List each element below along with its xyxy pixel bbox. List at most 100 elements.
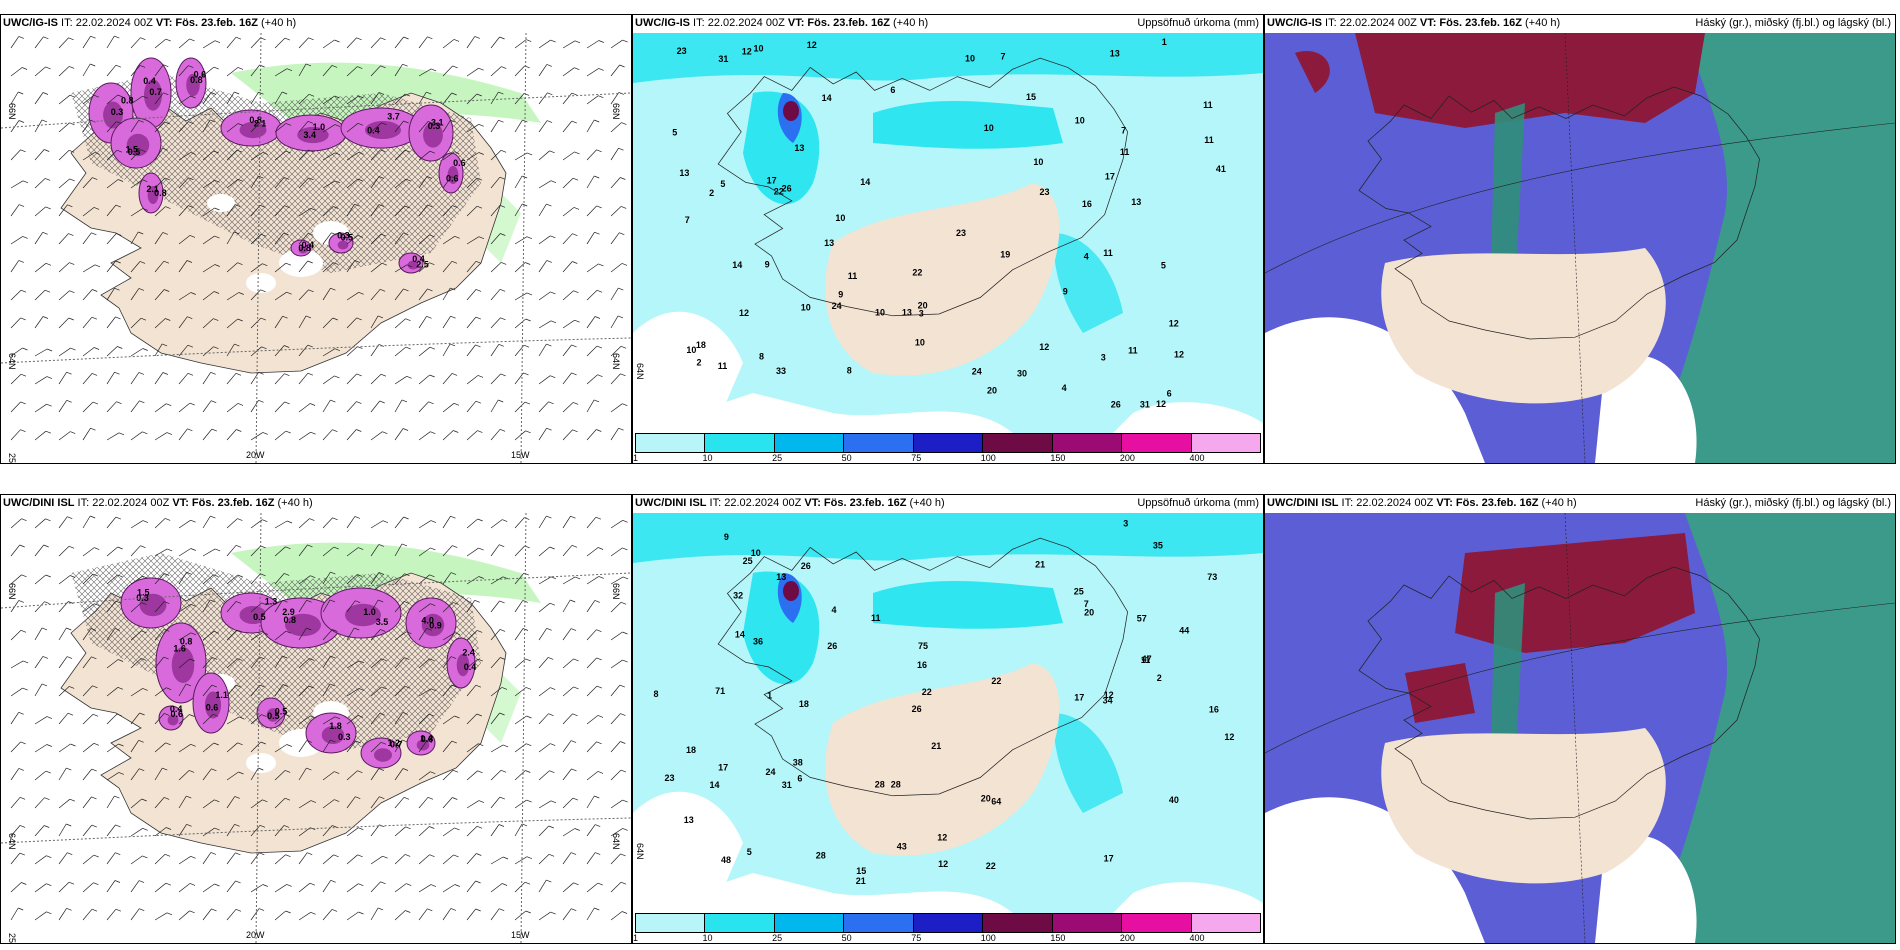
- lon-label: 15W: [511, 450, 530, 460]
- precip-value: 41: [1216, 164, 1226, 174]
- precip-value: 10: [965, 53, 975, 63]
- panel-title: UWC/DINI ISL IT: 22.02.2024 00Z VT: Fös.…: [3, 497, 313, 509]
- icing-value: 3.4: [304, 130, 317, 140]
- valid-time: VT: Fös. 23.feb. 16Z: [787, 17, 890, 29]
- lat-label: 64N: [635, 363, 645, 380]
- model-name: UWC/IG-IS: [635, 17, 690, 29]
- precip-value: 44: [1179, 626, 1189, 636]
- legend-swatch: [705, 434, 775, 452]
- lat-label: 66N: [611, 103, 621, 120]
- panel-title: UWC/IG-IS IT: 22.02.2024 00Z VT: Fös. 23…: [3, 17, 296, 29]
- legend-swatch: [636, 434, 706, 452]
- precip-value: 15: [1026, 92, 1036, 102]
- icing-value: 0.5: [267, 711, 280, 721]
- init-time: IT: 22.02.2024 00Z: [690, 17, 788, 29]
- lon-label: 20W: [246, 930, 265, 940]
- low-cloud-field: [1645, 513, 1895, 943]
- precip-value: 23: [956, 228, 966, 238]
- precip-value: 9: [838, 290, 843, 300]
- precip-value: 12: [1104, 690, 1114, 700]
- precip-value: 9: [1063, 286, 1068, 296]
- coastline: [717, 57, 1128, 317]
- precip-value: 9: [765, 260, 770, 270]
- precip-value: 71: [715, 686, 725, 696]
- precip-value: 24: [972, 367, 982, 377]
- icing-value: 0.7: [390, 740, 403, 750]
- icing-value: 1.5: [137, 588, 150, 598]
- precip-value: 36: [753, 636, 763, 646]
- precip-value: 15: [856, 866, 866, 876]
- precip-value: 4: [832, 605, 837, 615]
- icing-value: 0.9: [429, 621, 442, 631]
- precip-value: 25: [1074, 586, 1084, 596]
- legend-swatch: [774, 434, 845, 452]
- precip-value: 10: [915, 338, 925, 348]
- icing-value: 1.4: [420, 734, 433, 744]
- lon-label: 15W: [511, 930, 530, 940]
- init-time: IT: 22.02.2024 00Z: [58, 17, 156, 29]
- precip-value: 4: [1062, 383, 1067, 393]
- precip-value: 16: [1082, 199, 1092, 209]
- precip-value: 2: [709, 188, 714, 198]
- init-time: IT: 22.02.2024 00Z: [74, 497, 173, 509]
- icing-value: 0.3: [111, 107, 124, 117]
- model-name: UWC/DINI ISL: [635, 497, 707, 509]
- icing-value: 1.6: [173, 644, 186, 654]
- precip-value: 57: [1137, 614, 1147, 624]
- precip-value: 3: [1123, 518, 1128, 528]
- precip-value: 10: [686, 345, 696, 355]
- precip-value: 26: [782, 183, 792, 193]
- panel-icing-0: UWC/IG-IS IT: 22.02.2024 00Z VT: Fös. 23…: [0, 14, 632, 464]
- precip-value: 7: [1084, 599, 1089, 609]
- precip-value: 22: [912, 267, 922, 277]
- panel-title: UWC/IG-IS IT: 22.02.2024 00Z VT: Fös. 23…: [1267, 17, 1560, 29]
- lon-label: 20W: [246, 450, 265, 460]
- icing-value: 0.4: [170, 704, 183, 714]
- icing-value: 0.8: [121, 96, 134, 106]
- precip-value: 10: [875, 307, 885, 317]
- icing-value: 2.5: [416, 260, 429, 270]
- lead-time: (+40 h): [1538, 497, 1577, 509]
- precip-value: 20: [1084, 608, 1094, 618]
- precip-value: 17: [1104, 854, 1114, 864]
- precip-value: 12: [739, 308, 749, 318]
- legend-tick: 100: [980, 453, 996, 463]
- precip-value: 7: [685, 215, 690, 225]
- lat-label: 25W: [7, 933, 17, 943]
- precip-value: 13: [1110, 49, 1120, 59]
- precip-value: 11: [1120, 147, 1130, 157]
- legend-swatch: [1052, 914, 1123, 932]
- low-cloud-field: [1645, 33, 1895, 463]
- model-name: UWC/DINI ISL: [1267, 497, 1339, 509]
- precip-value: 13: [776, 572, 786, 582]
- precip-value: 12: [1169, 318, 1179, 328]
- icing-value: 3.7: [387, 112, 400, 122]
- precip-value: 14: [710, 780, 720, 790]
- legend-tick: 400: [1189, 933, 1205, 943]
- legend-swatch: [1122, 434, 1192, 452]
- precip-value: 11: [848, 271, 858, 281]
- precip-value: 10: [1033, 157, 1043, 167]
- precip-value: 13: [902, 308, 912, 318]
- precip-value: 22: [991, 676, 1001, 686]
- precip-value: 14: [822, 93, 832, 103]
- lead-time: (+40 h): [889, 17, 929, 29]
- coastline: [717, 537, 1128, 797]
- precip-value: 5: [1161, 260, 1166, 270]
- icing-value: 0.8: [298, 243, 311, 253]
- map-canvas: 0.3 0.8 1.1 1.3 2.9 3.5 4.0 2.4 1.8 1.2 0.8 0.5 0.4 1…: [1, 513, 631, 943]
- icing-value: 1.1: [215, 690, 228, 700]
- precip-max: [783, 101, 799, 121]
- legend-swatch: [1052, 434, 1123, 452]
- valid-time: VT: Fös. 23.feb. 16Z: [172, 497, 275, 509]
- icing-value: 0.8: [190, 75, 203, 85]
- precip-value: 40: [1169, 795, 1179, 805]
- legend-tick: 150: [1050, 933, 1066, 943]
- precip-value: 14: [732, 260, 742, 270]
- icing-value: 1.5: [126, 145, 139, 155]
- panel-title: UWC/DINI ISL IT: 22.02.2024 00Z VT: Fös.…: [1267, 497, 1577, 509]
- precip-value: 21: [1035, 559, 1045, 569]
- precip-value: 35: [1153, 541, 1163, 551]
- precip-value: 10: [801, 303, 811, 313]
- lat-label: 66N: [7, 583, 17, 600]
